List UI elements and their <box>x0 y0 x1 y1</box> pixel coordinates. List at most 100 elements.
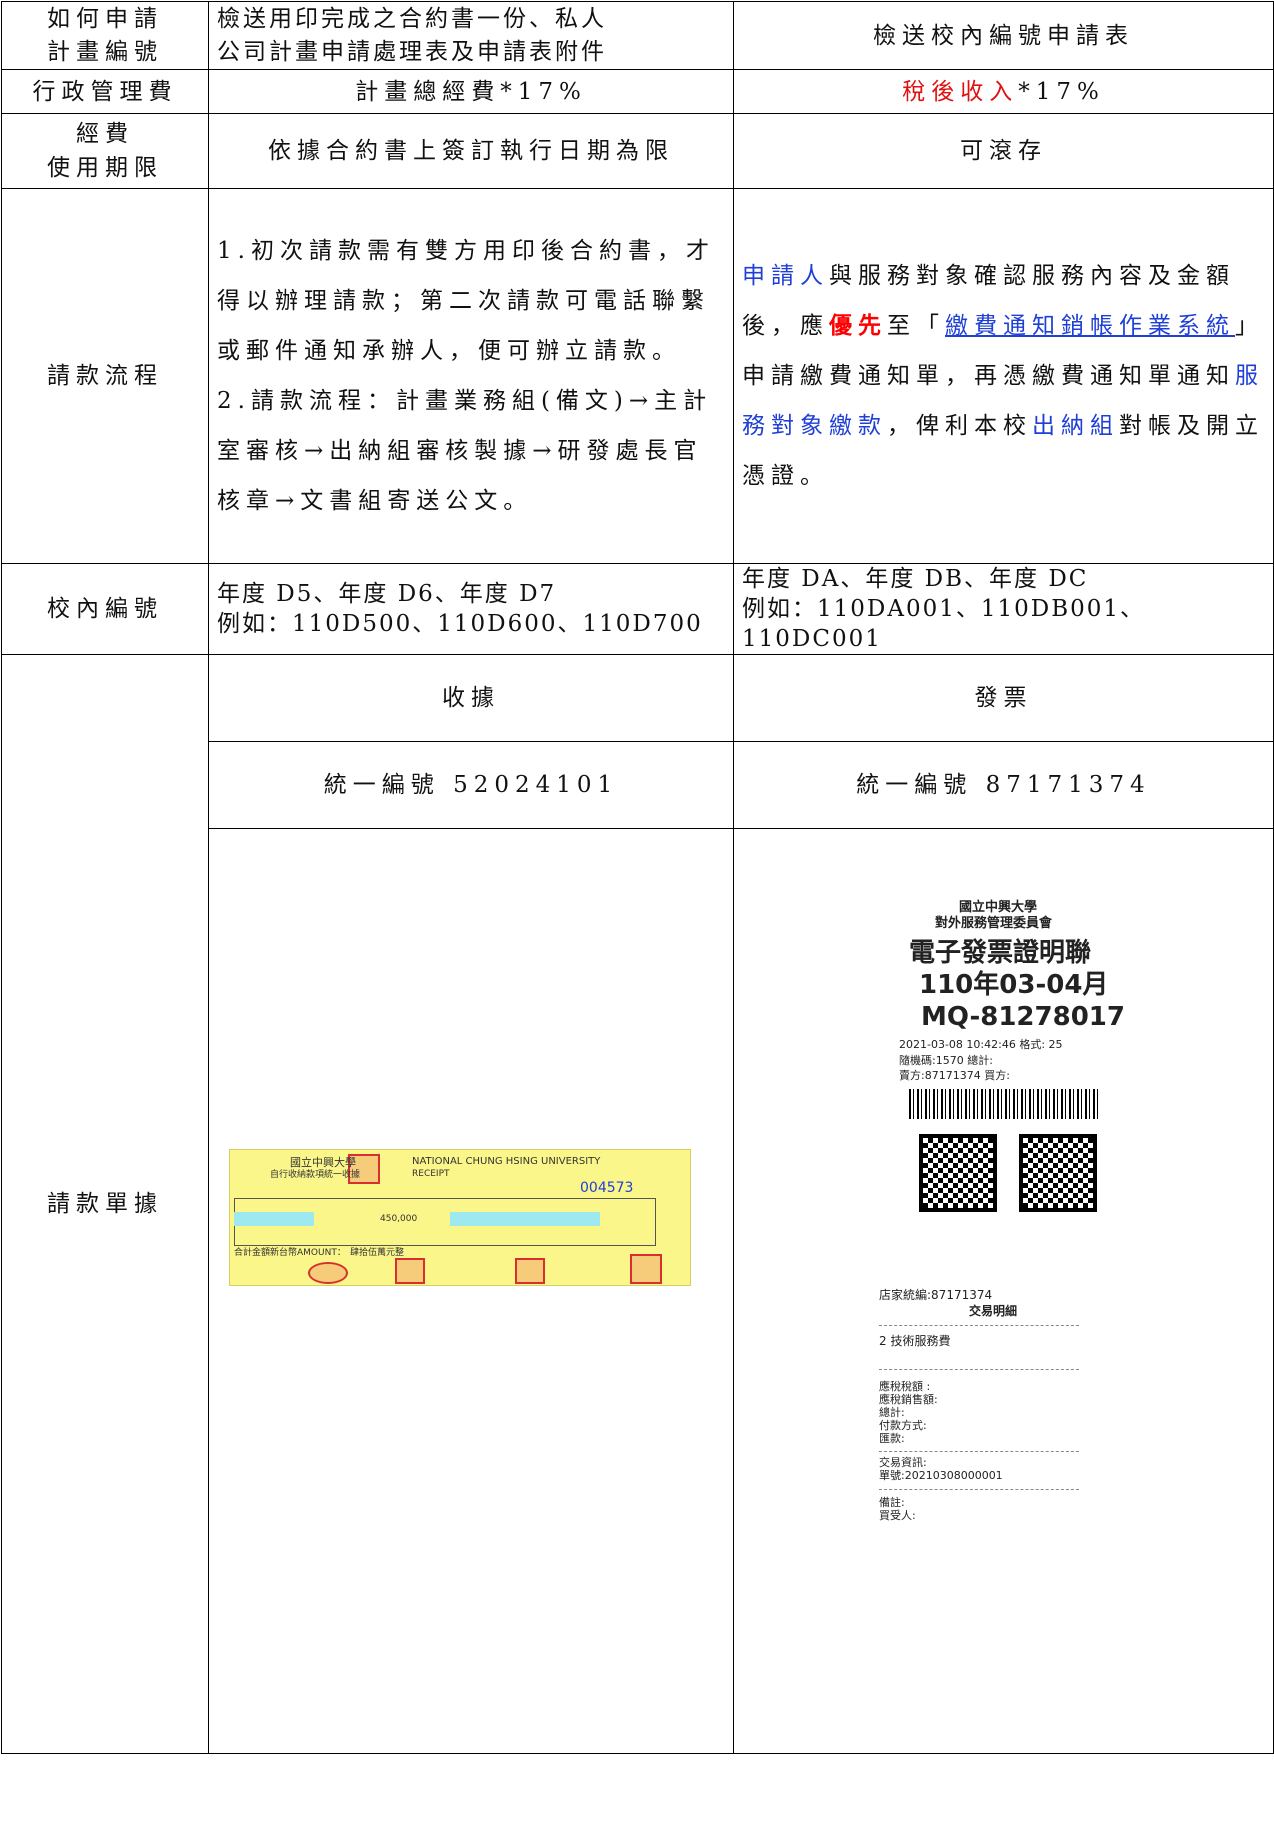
text: 行政管理費 <box>32 78 178 105</box>
row-label: 如何申請 計畫編號 <box>1 1 209 70</box>
text: 隨機碼:1570 總計: <box>899 1054 993 1067</box>
text: 發票 <box>974 685 1033 711</box>
text: 肆拾伍萬元整 <box>350 1248 405 1258</box>
rule <box>879 1325 1079 1326</box>
text: 賣方:87171374 買方: <box>899 1069 1010 1082</box>
text: 依據合約書上簽訂執行日期為限 <box>268 138 674 164</box>
redaction <box>234 1212 314 1226</box>
text: 單號:20210308000001 <box>879 1469 1003 1482</box>
row: 如何申請 計畫編號 檢送用印完成之合約書一份、私人 公司計畫申請處理表及申請表附件 … <box>1 1 1274 70</box>
text: 計畫編號 <box>47 38 163 65</box>
receipt-image: 國立中興大學 自行收納款項統一收據 NATIONAL CHUNG HSING U… <box>229 1149 691 1286</box>
text: 總計: <box>879 1406 905 1419</box>
row: 校內編號 年度 D5、年度 D6、年度 D7 例如：110D500、110D600… <box>1 563 1274 655</box>
cell: 檢送校內編號申請表 <box>733 1 1274 70</box>
text: 收據 <box>442 685 500 711</box>
stamp <box>630 1254 662 1284</box>
text: 應稅稅額 : <box>879 1380 931 1393</box>
text: 檢送用印完成之合約書一份、私人 <box>217 5 607 32</box>
text: 請款單據 <box>47 1191 163 1217</box>
text: 檢送校內編號申請表 <box>873 22 1134 49</box>
text: 可滾存 <box>960 138 1047 164</box>
text: 經費 <box>76 121 134 147</box>
text: 」申請繳費通知單，再憑繳費通知單通知 <box>742 313 1264 389</box>
row: 請款單據 收據 發票 <box>1 654 1274 1754</box>
cell: 1.初次請款需有雙方用印後合約書，才得以辦理請款；第二次請款可電話聯繫或郵件通知… <box>208 188 734 564</box>
text: 稅後收入 <box>902 78 1019 105</box>
text: 年度 D5、年度 D6、年度 D7 <box>217 581 557 607</box>
row: 國立中興大學 自行收納款項統一收據 NATIONAL CHUNG HSING U… <box>2 828 1274 1754</box>
text: 至「 <box>887 313 945 339</box>
text: 申請人 <box>742 263 829 289</box>
text: 004573 <box>580 1180 634 1196</box>
text: 例如：110D500、110D600、110D700 <box>217 611 703 637</box>
row: 經費使用期限 依據合約書上簽訂執行日期為限 可滾存 <box>1 113 1274 189</box>
text: RECEIPT <box>412 1169 450 1179</box>
receipt-cell: 國立中興大學 自行收納款項統一收據 NATIONAL CHUNG HSING U… <box>208 828 734 1754</box>
qr-code <box>1019 1134 1097 1212</box>
text: 統一編號 52024101 <box>323 772 619 798</box>
comparison-table: 如何申請 計畫編號 檢送用印完成之合約書一份、私人 公司計畫申請處理表及申請表附件 … <box>1 1 1274 1754</box>
text: 合計金額新台幣AMOUNT： <box>234 1248 346 1258</box>
text: 應稅銷售額: <box>879 1393 938 1406</box>
text: 出納組 <box>1032 413 1119 439</box>
text: 對帳及開立憑證。 <box>742 413 1264 489</box>
cell: 稅後收入*17% <box>733 69 1274 114</box>
cell: 申請人與服務對象確認服務內容及金額後，應優先至「繳費通知銷帳作業系統」申請繳費通… <box>733 188 1274 564</box>
text: 買受人: <box>879 1509 916 1522</box>
text: 2.請款流程：計畫業務組(備文)→主計室審核→出納組審核製據→研發處長官核章→文… <box>217 388 713 514</box>
text: 計畫總經費*17% <box>355 78 587 105</box>
row: 請款流程 1.初次請款需有雙方用印後合約書，才得以辦理請款；第二次請款可電話聯繫… <box>1 188 1274 564</box>
stamp <box>515 1258 545 1284</box>
text: 公司計畫申請處理表及申請表附件 <box>217 38 607 65</box>
qr-code <box>919 1134 997 1212</box>
row-label: 校內編號 <box>1 563 209 655</box>
text: 450,000 <box>380 1214 418 1224</box>
text: 交易明細 <box>969 1304 1018 1318</box>
row: 行政管理費 計畫總經費*17% 稅後收入*17% <box>1 69 1274 114</box>
text: 2 技術服務費 <box>879 1334 951 1348</box>
text: 對外服務管理委員會 <box>935 916 1053 931</box>
text: 服務對象繳款 <box>742 363 1264 439</box>
stamp <box>348 1154 380 1184</box>
row-label: 請款單據 <box>1 654 209 1754</box>
text: NATIONAL CHUNG HSING UNIVERSITY <box>412 1156 601 1167</box>
text: 交易資訊: <box>879 1456 927 1469</box>
row: 統一編號 52024101 統一編號 87171374 <box>2 741 1274 829</box>
text: ，俾利本校 <box>887 413 1032 439</box>
text: 2021-03-08 10:42:46 格式: 25 <box>899 1038 1063 1051</box>
row-label: 行政管理費 <box>1 69 209 114</box>
link[interactable]: 繳費通知銷帳作業系統 <box>945 313 1235 339</box>
text: MQ-81278017 <box>921 1002 1125 1032</box>
cell: 收據 <box>208 654 734 742</box>
barcode <box>909 1089 1099 1119</box>
text: 1.初次請款需有雙方用印後合約書，才得以辦理請款；第二次請款可電話聯繫或郵件通知… <box>217 238 715 364</box>
cell: 計畫總經費*17% <box>208 69 734 114</box>
text: 統一編號 87171374 <box>856 772 1151 798</box>
text: 自行收納款項統一收據 <box>270 1170 361 1180</box>
text: 使用期限 <box>47 155 163 181</box>
text: 店家統編:87171374 <box>879 1288 993 1302</box>
rule <box>879 1489 1079 1490</box>
text: 國立中興大學 <box>290 1156 356 1169</box>
text: 如何申請 <box>47 5 163 32</box>
rule <box>879 1451 1079 1452</box>
text: 請款流程 <box>47 363 163 389</box>
text: 校內編號 <box>47 596 163 622</box>
stamp <box>395 1258 425 1284</box>
cell: 統一編號 52024101 <box>208 741 734 829</box>
stamp <box>308 1262 348 1284</box>
text: 年度 DA、年度 DB、年度 DC <box>742 566 1089 592</box>
text: 110年03-04月 <box>919 970 1109 1000</box>
invoice-cell: 國立中興大學 對外服務管理委員會 電子發票證明聯 110年03-04月 MQ-8… <box>733 828 1274 1754</box>
invoice-image: 國立中興大學 對外服務管理委員會 電子發票證明聯 110年03-04月 MQ-8… <box>879 889 1129 1619</box>
text: 匯款: <box>879 1432 905 1445</box>
cell: 可滾存 <box>733 113 1274 189</box>
cell: 統一編號 87171374 <box>733 741 1274 829</box>
rule <box>879 1369 1079 1370</box>
cell: 年度 D5、年度 D6、年度 D7 例如：110D500、110D600、110D… <box>208 563 734 655</box>
text: 與服務對象確認服務內容及金額後，應 <box>742 263 1235 339</box>
cell: 檢送用印完成之合約書一份、私人 公司計畫申請處理表及申請表附件 <box>208 1 734 70</box>
text: 國立中興大學 <box>959 900 1038 915</box>
